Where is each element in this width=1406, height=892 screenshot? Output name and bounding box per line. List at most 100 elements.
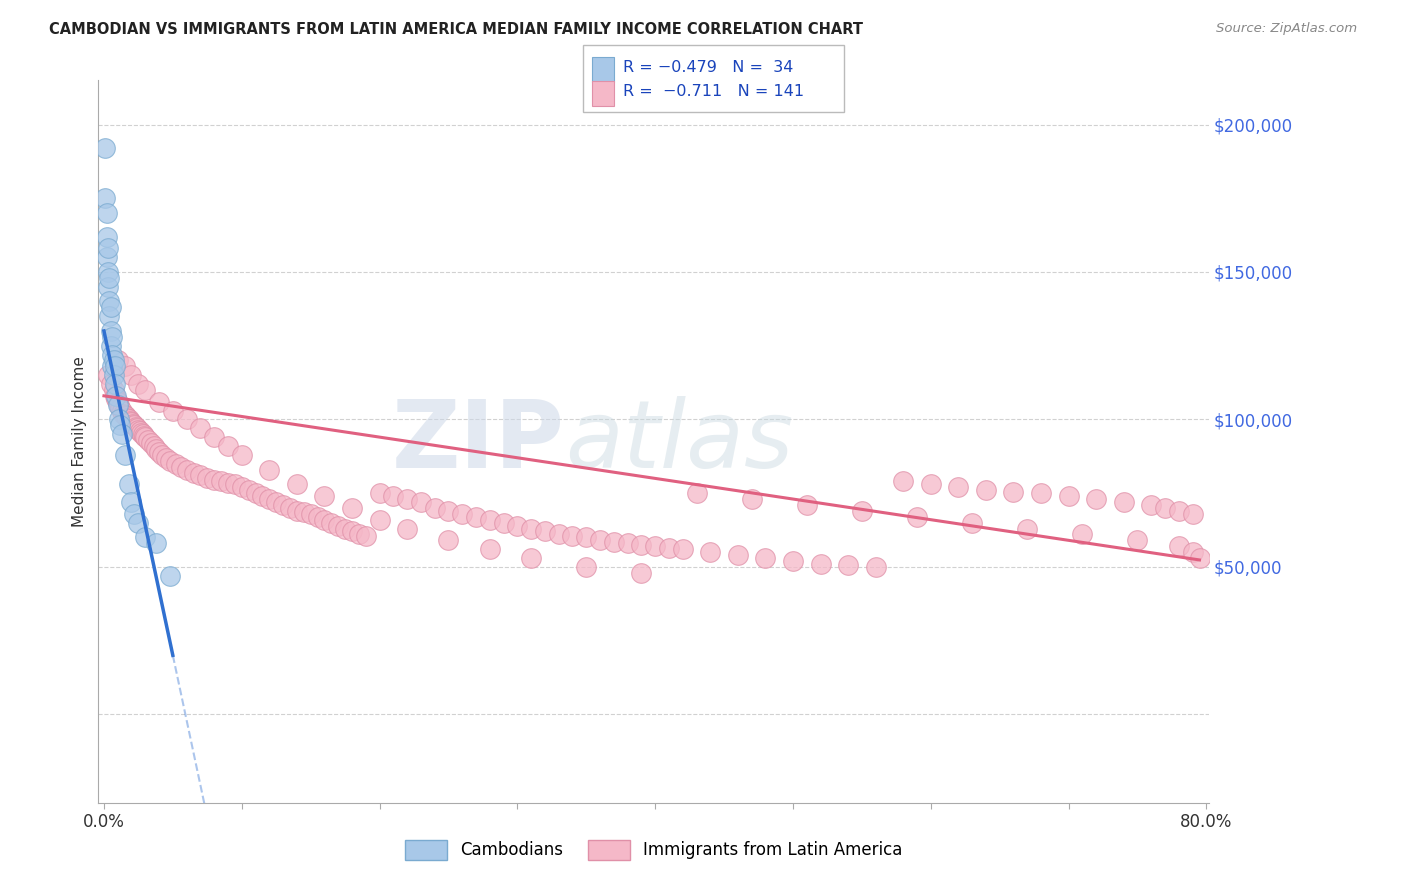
Point: [134, 383, 156, 397]
Point: [396, 491, 419, 506]
Point: [727, 548, 749, 562]
Text: R = −0.479   N =  34: R = −0.479 N = 34: [623, 61, 793, 75]
Point: [1167, 504, 1189, 518]
Point: [307, 509, 329, 524]
Point: [589, 533, 612, 548]
Point: [114, 359, 136, 374]
Point: [837, 558, 859, 573]
Point: [100, 324, 122, 338]
Point: [103, 368, 125, 383]
Point: [121, 416, 143, 430]
Point: [217, 439, 239, 453]
Point: [561, 529, 583, 543]
Point: [176, 462, 198, 476]
Point: [328, 518, 350, 533]
Point: [851, 504, 873, 518]
Point: [278, 500, 301, 515]
Point: [1002, 484, 1025, 499]
Point: [122, 417, 145, 431]
Point: [150, 448, 173, 462]
Point: [1126, 533, 1149, 548]
Point: [111, 427, 134, 442]
Point: [112, 407, 135, 421]
Point: [159, 568, 181, 582]
Point: [97, 265, 120, 279]
Point: [478, 542, 501, 557]
Point: [603, 534, 626, 549]
Point: [409, 495, 432, 509]
Point: [1057, 489, 1080, 503]
Point: [575, 530, 598, 544]
Point: [129, 425, 152, 440]
Text: CAMBODIAN VS IMMIGRANTS FROM LATIN AMERICA MEDIAN FAMILY INCOME CORRELATION CHAR: CAMBODIAN VS IMMIGRANTS FROM LATIN AMERI…: [49, 22, 863, 37]
Point: [159, 453, 181, 467]
Point: [238, 483, 260, 498]
Point: [118, 412, 141, 426]
Point: [124, 419, 146, 434]
Point: [451, 507, 474, 521]
Point: [121, 495, 143, 509]
Point: [285, 504, 308, 518]
Point: [96, 229, 118, 244]
Point: [104, 359, 127, 374]
Point: [340, 524, 363, 539]
Point: [96, 250, 118, 264]
Point: [231, 480, 253, 494]
Point: [217, 475, 239, 490]
Point: [97, 368, 120, 383]
Text: R =  −0.711   N = 141: R = −0.711 N = 141: [623, 85, 804, 99]
Point: [136, 433, 159, 447]
Point: [782, 554, 804, 568]
Point: [110, 418, 132, 433]
Point: [252, 489, 274, 503]
Point: [1154, 500, 1177, 515]
Y-axis label: Median Family Income: Median Family Income: [72, 356, 87, 527]
Point: [547, 527, 569, 541]
Point: [209, 475, 232, 489]
Point: [644, 539, 666, 553]
Point: [202, 473, 225, 487]
Point: [101, 347, 124, 361]
Point: [741, 491, 763, 506]
Point: [534, 524, 557, 539]
Point: [340, 500, 363, 515]
Point: [170, 459, 193, 474]
Point: [108, 398, 131, 412]
Point: [368, 486, 391, 500]
Point: [98, 309, 121, 323]
Point: [672, 542, 695, 557]
Point: [231, 448, 253, 462]
Point: [101, 330, 124, 344]
Point: [314, 489, 336, 503]
Point: [134, 430, 156, 444]
Point: [104, 389, 127, 403]
Point: [111, 403, 134, 417]
Point: [97, 279, 120, 293]
Point: [1181, 507, 1204, 521]
Point: [492, 516, 515, 530]
Point: [630, 538, 652, 552]
Point: [437, 504, 460, 518]
Point: [506, 518, 529, 533]
Point: [127, 516, 149, 530]
Point: [754, 551, 776, 566]
Point: [314, 513, 336, 527]
Point: [127, 423, 149, 437]
Point: [865, 560, 887, 574]
Point: [108, 412, 131, 426]
Point: [98, 271, 121, 285]
Point: [321, 516, 343, 530]
Point: [292, 505, 315, 519]
Point: [100, 301, 122, 315]
Point: [162, 403, 184, 417]
Point: [117, 411, 139, 425]
Point: [368, 513, 391, 527]
Point: [94, 191, 117, 205]
Point: [1112, 495, 1135, 509]
Point: [165, 457, 187, 471]
Point: [118, 477, 141, 491]
Point: [658, 541, 681, 555]
Point: [520, 551, 543, 566]
Point: [920, 477, 942, 491]
Point: [110, 401, 132, 415]
